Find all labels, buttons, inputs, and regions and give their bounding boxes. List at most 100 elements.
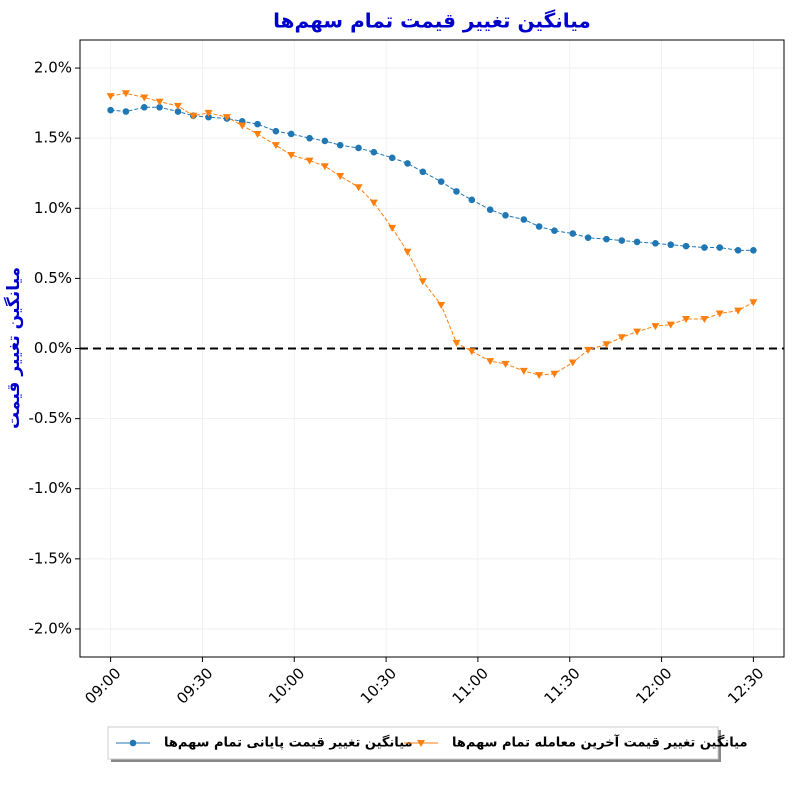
y-axis-label: میانگین تغییر قیمت [3, 267, 24, 429]
point [306, 134, 313, 142]
point [715, 310, 724, 318]
point [700, 316, 709, 324]
point [122, 108, 130, 115]
point [140, 94, 149, 102]
point [701, 244, 708, 251]
y-tick-label: 1.5% [34, 129, 72, 147]
point [535, 223, 543, 230]
point [501, 360, 510, 368]
point [336, 173, 345, 181]
point [189, 112, 198, 120]
point [272, 127, 280, 135]
point [568, 359, 577, 367]
point [603, 235, 610, 243]
point [417, 740, 425, 747]
point [254, 120, 261, 128]
point [355, 144, 362, 152]
x-tick-label: 12:30 [724, 664, 767, 707]
point [452, 339, 461, 347]
point [468, 196, 476, 204]
point [156, 104, 163, 111]
x-tick-label: 12:00 [632, 664, 675, 707]
point [453, 188, 460, 195]
legend-label: میانگین تغییر قیمت آخرین معامله تمام سهم… [452, 734, 748, 751]
point [287, 130, 295, 138]
point [129, 739, 137, 747]
point [584, 346, 593, 354]
point [271, 142, 280, 150]
point [633, 328, 642, 336]
y-tick-label: 0.5% [34, 269, 72, 287]
point [403, 248, 412, 256]
point [734, 307, 743, 315]
point [749, 299, 758, 307]
point [734, 247, 742, 254]
y-tick-label: 1.0% [34, 199, 72, 217]
legend: میانگین تغییر قیمت پایانی تمام سهم‌ها میا… [107, 726, 748, 762]
point [535, 372, 544, 380]
point [617, 334, 626, 342]
point [750, 247, 757, 254]
x-tick-label: 11:30 [540, 664, 583, 707]
point [238, 122, 247, 130]
point [716, 244, 724, 251]
point [652, 240, 659, 247]
point [336, 141, 344, 149]
point [467, 348, 476, 356]
point [369, 199, 378, 207]
point [222, 114, 231, 122]
point [651, 323, 660, 331]
y-tick-label: 2.0% [34, 59, 72, 77]
point [550, 370, 559, 378]
point [404, 160, 411, 167]
x-tick-label: 09:30 [173, 664, 216, 707]
point [370, 148, 378, 156]
point [205, 113, 212, 121]
point [551, 227, 558, 235]
point [140, 104, 148, 111]
chart-title: میانگین تغییر قیمت تمام سهم‌ها [273, 9, 591, 33]
point [682, 316, 691, 324]
point [320, 163, 329, 171]
y-tick-label: -1.0% [28, 479, 72, 497]
point [602, 341, 611, 349]
point [204, 109, 213, 117]
point [419, 168, 427, 176]
point [618, 237, 626, 244]
point [418, 278, 427, 286]
series-line [110, 92, 754, 376]
series-line [110, 106, 754, 251]
point [155, 98, 164, 106]
x-tick-label: 10:00 [265, 664, 308, 707]
point [486, 206, 494, 213]
point [667, 241, 675, 249]
point [520, 216, 528, 223]
point [305, 157, 314, 165]
point [502, 211, 509, 219]
point [633, 238, 641, 246]
y-tick-label: 0.0% [34, 339, 72, 357]
legend-label: میانگین تغییر قیمت پایانی تمام سهم‌ها [164, 735, 413, 751]
y-tick-label: -2.0% [28, 619, 72, 637]
point [107, 106, 114, 114]
point [173, 102, 182, 110]
y-tick-label: -1.5% [28, 549, 72, 567]
point [121, 90, 130, 98]
point [106, 93, 115, 101]
point [666, 321, 675, 329]
point [682, 242, 690, 250]
x-tick-label: 10:30 [357, 664, 400, 707]
point [388, 154, 396, 162]
point [321, 137, 329, 145]
point [253, 130, 262, 138]
x-tick-label: 09:00 [81, 664, 124, 707]
point [437, 302, 446, 310]
y-tick-label: -0.5% [28, 409, 72, 427]
point [584, 234, 592, 242]
point [437, 178, 445, 185]
point [174, 108, 182, 115]
point [388, 224, 397, 232]
point [569, 230, 577, 237]
